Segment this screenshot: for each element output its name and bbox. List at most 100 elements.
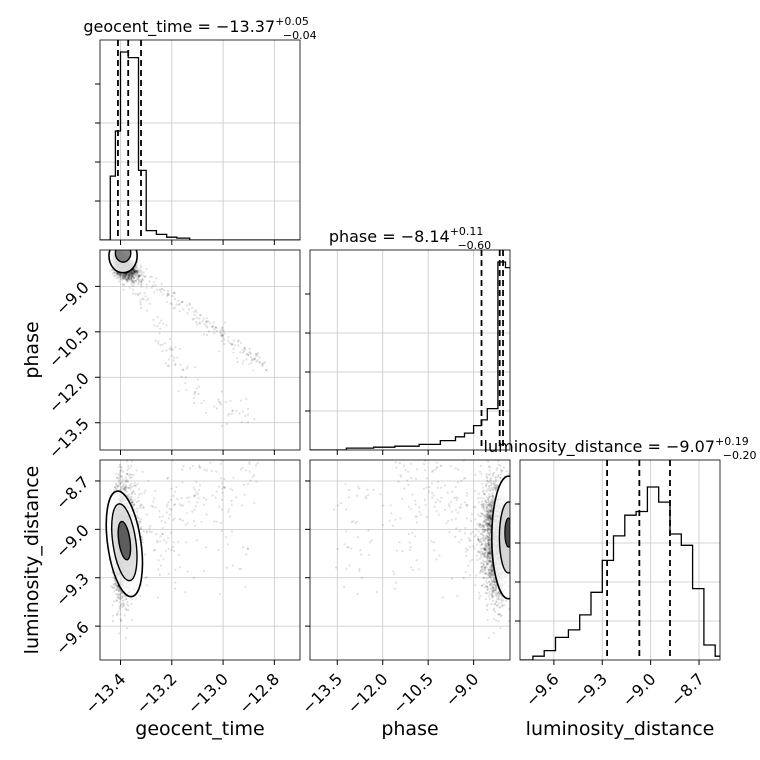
scatter-point	[224, 401, 227, 404]
scatter-point	[115, 272, 118, 275]
scatter-point	[134, 293, 137, 296]
scatter-point	[213, 405, 216, 408]
scatter-point	[137, 496, 140, 499]
scatter-point	[128, 277, 131, 280]
scatter-point	[117, 481, 120, 484]
scatter-point	[261, 363, 264, 366]
scatter-point	[158, 322, 161, 325]
scatter-point	[171, 295, 174, 298]
scatter-point	[130, 279, 133, 282]
scatter-point	[137, 275, 140, 278]
scatter-point	[132, 270, 135, 274]
scatter-point	[123, 276, 126, 279]
scatter-point	[117, 589, 120, 592]
scatter-point	[122, 277, 125, 280]
scatter-point	[122, 487, 125, 490]
scatter-point	[172, 494, 175, 497]
scatter-point	[117, 597, 121, 600]
scatter-point	[120, 602, 123, 605]
scatter-point	[232, 347, 235, 350]
scatter-point	[162, 322, 165, 325]
scatter-point	[230, 343, 233, 346]
scatter-point	[128, 493, 131, 496]
scatter-point	[230, 503, 233, 506]
scatter-point	[133, 271, 136, 274]
scatter-point	[133, 267, 136, 270]
scatter-point	[118, 471, 121, 474]
scatter-point	[221, 334, 224, 337]
scatter-point	[166, 503, 169, 506]
scatter-point	[191, 510, 194, 513]
scatter-point	[133, 269, 136, 272]
scatter-point	[155, 277, 158, 280]
scatter-point	[134, 270, 137, 273]
scatter-point	[132, 268, 135, 272]
scatter-point	[119, 278, 122, 281]
scatter-point	[210, 469, 213, 472]
scatter-point	[253, 474, 256, 477]
scatter-point	[135, 264, 138, 267]
scatter-point	[210, 325, 213, 328]
scatter-point	[227, 510, 230, 513]
scatter-point	[248, 347, 251, 350]
scatter-point	[228, 515, 232, 518]
scatter-point	[123, 489, 126, 492]
scatter-point	[120, 466, 123, 469]
scatter-point	[136, 270, 139, 273]
scatter-point	[109, 269, 112, 272]
scatter-point	[118, 588, 121, 591]
scatter-point	[139, 264, 142, 267]
scatter-point	[159, 564, 163, 567]
scatter-point	[122, 484, 125, 487]
scatter-point	[221, 336, 224, 339]
scatter-point	[200, 402, 203, 405]
scatter-point	[154, 339, 157, 342]
scatter-point	[128, 274, 131, 277]
scatter-point	[136, 269, 139, 272]
scatter-point	[255, 352, 258, 356]
scatter-point	[138, 521, 141, 524]
scatter-point	[137, 500, 140, 503]
scatter-geocent_time-vs-phase	[108, 250, 268, 427]
scatter-point	[244, 414, 247, 417]
scatter-point	[142, 529, 145, 533]
scatter-point	[245, 353, 248, 356]
scatter-point	[129, 496, 132, 499]
scatter-point	[134, 271, 137, 274]
scatter-point	[160, 519, 163, 523]
scatter-point	[161, 288, 164, 291]
scatter-point	[121, 278, 124, 281]
scatter-point	[116, 599, 119, 603]
scatter-point	[130, 602, 133, 606]
scatter-point	[126, 460, 129, 463]
scatter-point	[199, 314, 202, 317]
scatter-point	[121, 478, 124, 481]
scatter-point	[258, 361, 261, 364]
scatter-point	[169, 346, 173, 349]
scatter-point	[115, 482, 118, 485]
scatter-point	[217, 400, 220, 403]
scatter-point	[127, 278, 130, 281]
scatter-point	[224, 486, 227, 489]
scatter-point	[136, 271, 139, 275]
scatter-point	[114, 582, 117, 585]
scatter-point	[115, 276, 118, 279]
scatter-point	[174, 346, 177, 349]
scatter-point	[177, 541, 180, 544]
scatter-point	[119, 273, 122, 277]
scatter-point	[195, 321, 198, 324]
scatter-point	[129, 277, 132, 280]
scatter-point	[117, 280, 120, 283]
scatter-point	[170, 508, 173, 511]
scatter-point	[130, 281, 133, 284]
scatter-point	[202, 333, 205, 336]
scatter-point	[241, 466, 244, 469]
scatter-point	[168, 337, 171, 340]
scatter-point	[145, 267, 148, 271]
scatter-point	[124, 273, 127, 276]
scatter-point	[161, 293, 164, 296]
scatter-point	[123, 488, 127, 491]
scatter-point	[203, 468, 206, 471]
scatter-point	[195, 491, 198, 494]
scatter-point	[115, 273, 118, 276]
